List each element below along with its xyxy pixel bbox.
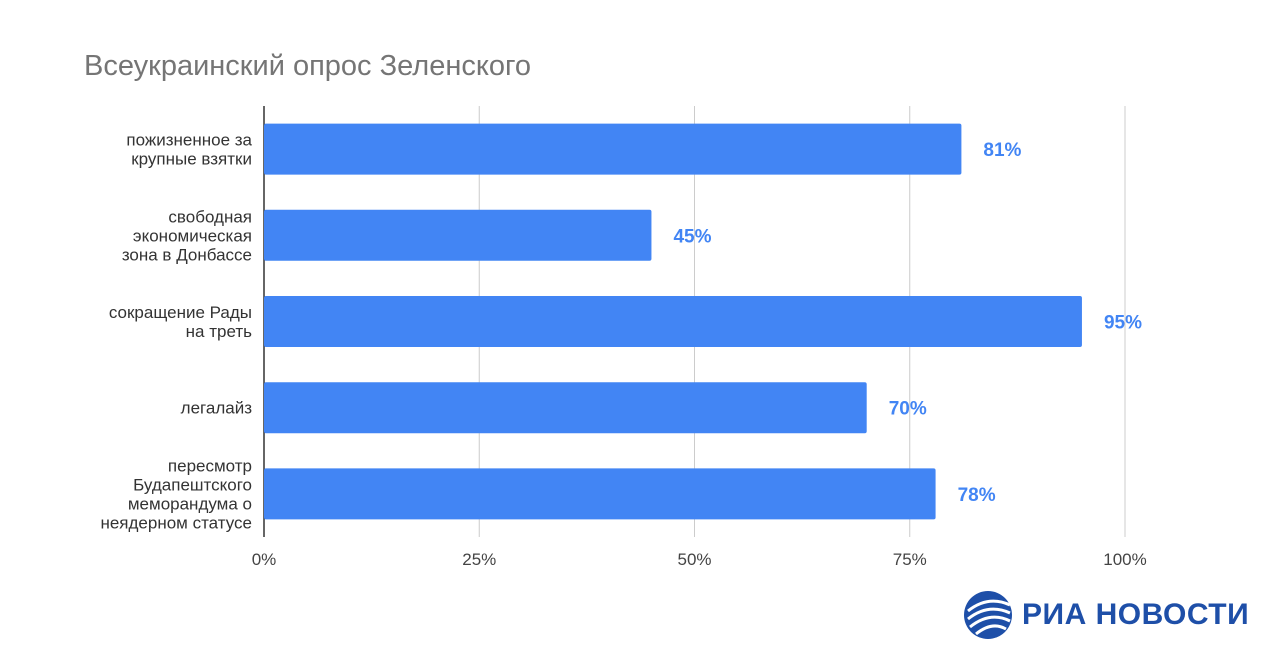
category-label-line: неядерном статусе xyxy=(100,513,252,532)
brand-name: РИА НОВОСТИ xyxy=(1022,598,1250,631)
data-label: 81% xyxy=(983,140,1021,161)
data-label: 70% xyxy=(889,399,927,420)
category-label-line: пересмотр xyxy=(168,456,252,475)
category-label: свободная экономическая зона в Донбассе xyxy=(122,207,252,264)
category-label-line: сокращение Рады xyxy=(109,303,252,322)
ria-novosti-logo: РИА НОВОСТИ xyxy=(962,589,1249,641)
category-label: сокращение Рады на треть xyxy=(109,303,252,341)
chart-title: Всеукраинский опрос Зеленского xyxy=(84,50,532,82)
bar xyxy=(264,209,652,261)
data-label: 78% xyxy=(958,485,996,506)
x-tick-label: 100% xyxy=(1103,550,1146,569)
category-label: пересмотр Будапештского меморандума о неяде… xyxy=(100,456,252,532)
x-tick-label: 75% xyxy=(893,550,927,569)
category-label-line: зона в Донбассе xyxy=(122,245,252,264)
x-tick-label: 0% xyxy=(252,550,277,569)
category-label-line: свободная xyxy=(168,207,252,226)
bar xyxy=(264,382,867,434)
x-tick-label: 50% xyxy=(677,550,711,569)
category-label-line: пожизненное за xyxy=(126,131,252,150)
category-label: пожизненное за крупные взятки xyxy=(126,131,252,169)
category-label-line: крупные взятки xyxy=(131,150,252,169)
bar xyxy=(264,296,1082,347)
category-label-line: экономическая xyxy=(133,226,252,245)
bar xyxy=(264,468,936,520)
category-label-line: меморандума о xyxy=(128,494,252,513)
ria-globe-icon xyxy=(964,591,1012,639)
category-label: легалайз xyxy=(181,399,253,418)
category-label-line: легалайз xyxy=(181,399,253,418)
data-label: 45% xyxy=(673,226,711,247)
category-label-line: на треть xyxy=(186,322,252,341)
data-label: 95% xyxy=(1104,313,1142,334)
category-label-line: Будапештского xyxy=(133,475,252,494)
bar xyxy=(264,123,962,175)
x-tick-label: 25% xyxy=(462,550,496,569)
